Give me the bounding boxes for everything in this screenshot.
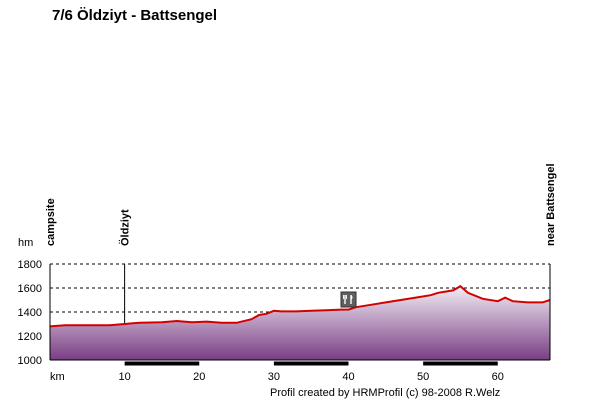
fork-knife-icon xyxy=(340,291,357,308)
y-axis-label: hm xyxy=(18,237,33,249)
x-tick-label: 40 xyxy=(342,371,354,383)
x-axis-scale-band xyxy=(423,361,498,366)
x-tick-label: 50 xyxy=(417,371,429,383)
waypoint-labels: campsite Öldziyt near Battsengel xyxy=(45,163,557,246)
waypoint-label: campsite xyxy=(45,198,57,246)
tick-labels: 1000 1200 1400 1600 1800 10 20 30 40 50 60 xyxy=(18,259,504,383)
x-tick-label: 10 xyxy=(119,371,131,383)
elevation-area xyxy=(50,286,550,360)
y-tick-label: 1800 xyxy=(18,259,42,271)
x-axis-scale-band xyxy=(273,361,349,366)
y-tick-label: 1400 xyxy=(18,307,42,319)
x-axis-label: km xyxy=(50,371,65,383)
axes xyxy=(49,264,551,366)
credit-text: Profil created by HRMProfil (c) 98-2008 … xyxy=(270,387,500,399)
waypoint-label: Öldziyt xyxy=(119,209,132,246)
elevation-line xyxy=(49,284,551,328)
x-tick-label: 20 xyxy=(193,371,205,383)
x-tick-label: 60 xyxy=(492,371,504,383)
x-tick-label: 30 xyxy=(268,371,280,383)
y-tick-label: 1200 xyxy=(18,331,42,343)
chart-title: 7/6 Öldziyt - Battsengel xyxy=(52,7,217,24)
y-tick-label: 1600 xyxy=(18,283,42,295)
x-axis-scale-band xyxy=(124,361,200,366)
waypoint-label: near Battsengel xyxy=(545,163,557,246)
y-tick-label: 1000 xyxy=(18,355,42,367)
